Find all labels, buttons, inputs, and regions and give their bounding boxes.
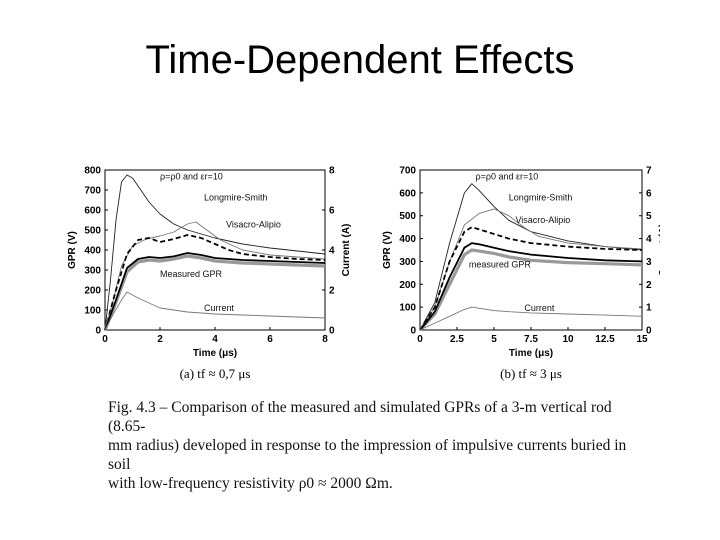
y-tick-label: 300 xyxy=(84,266,101,277)
series-annotation: Visacro-Alipio xyxy=(515,215,570,225)
series-line xyxy=(104,291,326,331)
x-tick-label: 2 xyxy=(157,334,163,345)
y2-axis-label: Current (A) xyxy=(658,224,660,277)
y-tick-label: 100 xyxy=(399,303,416,314)
caption-line-2: mm radius) developed in response to the … xyxy=(108,437,627,473)
slide-title: Time-Dependent Effects xyxy=(145,38,575,82)
x-tick-label: 6 xyxy=(267,334,273,345)
y-tick-label: 0 xyxy=(95,326,101,337)
y2-tick-label: 0 xyxy=(646,326,652,337)
y-tick-label: 0 xyxy=(410,326,416,337)
x-tick-label: 2.5 xyxy=(450,334,464,345)
y-axis-label: GPR (V) xyxy=(67,231,78,269)
series-annotation: Current xyxy=(524,303,555,313)
x-tick-label: 0 xyxy=(102,334,108,345)
y-tick-label: 400 xyxy=(84,246,101,257)
y-tick-label: 500 xyxy=(399,211,416,222)
x-tick-label: 5 xyxy=(491,334,497,345)
x-tick-label: 4 xyxy=(212,334,218,345)
series-line xyxy=(419,183,643,331)
x-axis-label: Time (μs) xyxy=(509,348,553,359)
series-line xyxy=(419,242,643,331)
series-line xyxy=(104,174,326,331)
y-tick-label: 700 xyxy=(399,166,416,177)
y-tick-label: 200 xyxy=(84,286,101,297)
x-tick-label: 10 xyxy=(562,334,574,345)
x-axis-label: Time (μs) xyxy=(193,348,237,359)
series-line xyxy=(103,254,326,331)
x-tick-label: 12.5 xyxy=(595,334,615,345)
y-tick-label: 200 xyxy=(399,280,416,291)
y2-tick-label: 7 xyxy=(646,166,652,177)
panel-label: (b) tf ≈ 3 μs xyxy=(500,366,562,381)
y-tick-label: 500 xyxy=(84,226,101,237)
x-tick-label: 8 xyxy=(322,334,328,345)
y-tick-label: 600 xyxy=(399,188,416,199)
y-tick-label: 700 xyxy=(84,186,101,197)
series-annotation: Visacro-Alipio xyxy=(226,220,281,230)
y2-tick-label: 3 xyxy=(646,257,652,268)
y2-tick-label: 2 xyxy=(329,286,335,297)
y2-tick-label: 1 xyxy=(646,303,652,314)
series-line xyxy=(418,248,643,332)
caption-line-3: with low-frequency resistivity ρ0 ≈ 2000… xyxy=(108,475,393,492)
y-axis-label: GPR (V) xyxy=(382,231,393,269)
series-line xyxy=(104,252,326,331)
y-tick-label: 800 xyxy=(84,166,101,177)
series-annotation: ρ=ρ0 and εr=10 xyxy=(160,172,223,182)
y2-tick-label: 6 xyxy=(646,188,652,199)
x-tick-label: 15 xyxy=(636,334,648,345)
series-annotation: measured GPR xyxy=(469,260,532,270)
series-line xyxy=(104,234,326,331)
series-annotation: Measured GPR xyxy=(160,269,223,279)
y2-tick-label: 2 xyxy=(646,280,652,291)
y-tick-label: 300 xyxy=(399,257,416,268)
y2-tick-label: 5 xyxy=(646,211,652,222)
series-annotation: ρ=ρ0 and εr=10 xyxy=(476,172,539,182)
y2-tick-label: 6 xyxy=(329,206,335,217)
x-tick-label: 0 xyxy=(417,334,423,345)
y2-tick-label: 0 xyxy=(329,326,335,337)
figure: 0 2 4 6 8010020030040050060070080002468Time … xyxy=(67,166,660,382)
series-line xyxy=(419,306,643,331)
y-tick-label: 100 xyxy=(84,306,101,317)
y2-tick-label: 8 xyxy=(329,166,335,177)
series-annotation: Longmire-Smith xyxy=(204,192,268,202)
y2-axis-label: Current (A) xyxy=(341,224,352,277)
x-tick-label: 7.5 xyxy=(524,334,538,345)
caption-line-1: Fig. 4.3 – Comparison of the measured an… xyxy=(108,399,612,435)
y-tick-label: 600 xyxy=(84,206,101,217)
figure-caption: Fig. 4.3 – Comparison of the measured an… xyxy=(108,398,648,493)
panel-label: (a) tf ≈ 0,7 μs xyxy=(180,366,251,381)
series-annotation: Longmire-Smith xyxy=(509,192,573,202)
series-annotation: Current xyxy=(204,303,235,313)
y2-tick-label: 4 xyxy=(646,234,652,245)
series-line xyxy=(419,226,643,331)
y2-tick-label: 4 xyxy=(329,246,335,257)
y-tick-label: 400 xyxy=(399,234,416,245)
